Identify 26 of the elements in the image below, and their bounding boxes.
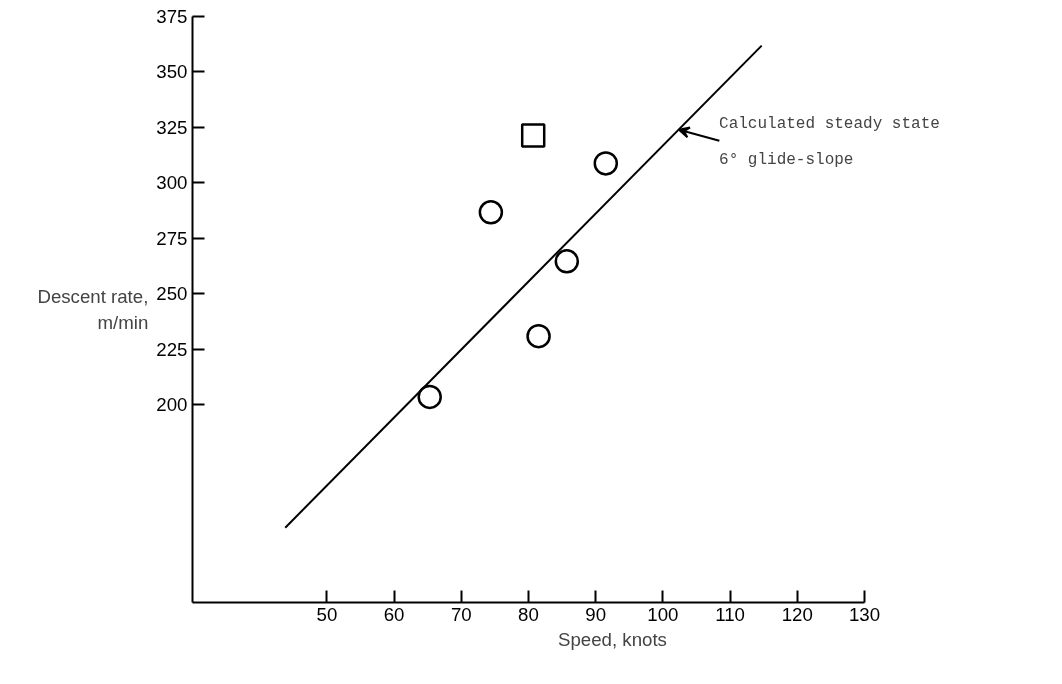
y-axis-title: Descent rate, m/min (37, 286, 149, 333)
point (417, 384, 442, 410)
y-tick-label: 375 (156, 6, 188, 27)
x-tick-label: 110 (715, 603, 745, 625)
y-tick-label: 225 (156, 338, 188, 360)
y-tick-label: 350 (156, 61, 188, 83)
y-tick-label: 300 (156, 172, 188, 194)
x-tick-label: 70 (450, 603, 472, 625)
y-tick-label: 200 (156, 394, 188, 416)
point (526, 323, 551, 349)
x-tick-label: 60 (383, 603, 405, 625)
y-tick-label: 325 (156, 116, 188, 138)
x-tick-label: 90 (585, 603, 607, 625)
x-tick-label: 100 (647, 603, 679, 625)
point (478, 200, 504, 225)
x-tick-label: 80 (518, 603, 539, 625)
x-tick-label: 50 (316, 603, 338, 625)
point (554, 249, 580, 274)
x-axis-title: Speed, knots (558, 628, 667, 650)
y-tick-label: 250 (156, 283, 188, 305)
x-tick-label: 120 (781, 603, 813, 625)
point (593, 151, 619, 176)
y-tick-label: 275 (156, 227, 188, 249)
annotation: Calculated steady state 6° glide-slope (719, 114, 940, 169)
point (520, 123, 546, 148)
x-tick-label: 130 (848, 603, 881, 625)
